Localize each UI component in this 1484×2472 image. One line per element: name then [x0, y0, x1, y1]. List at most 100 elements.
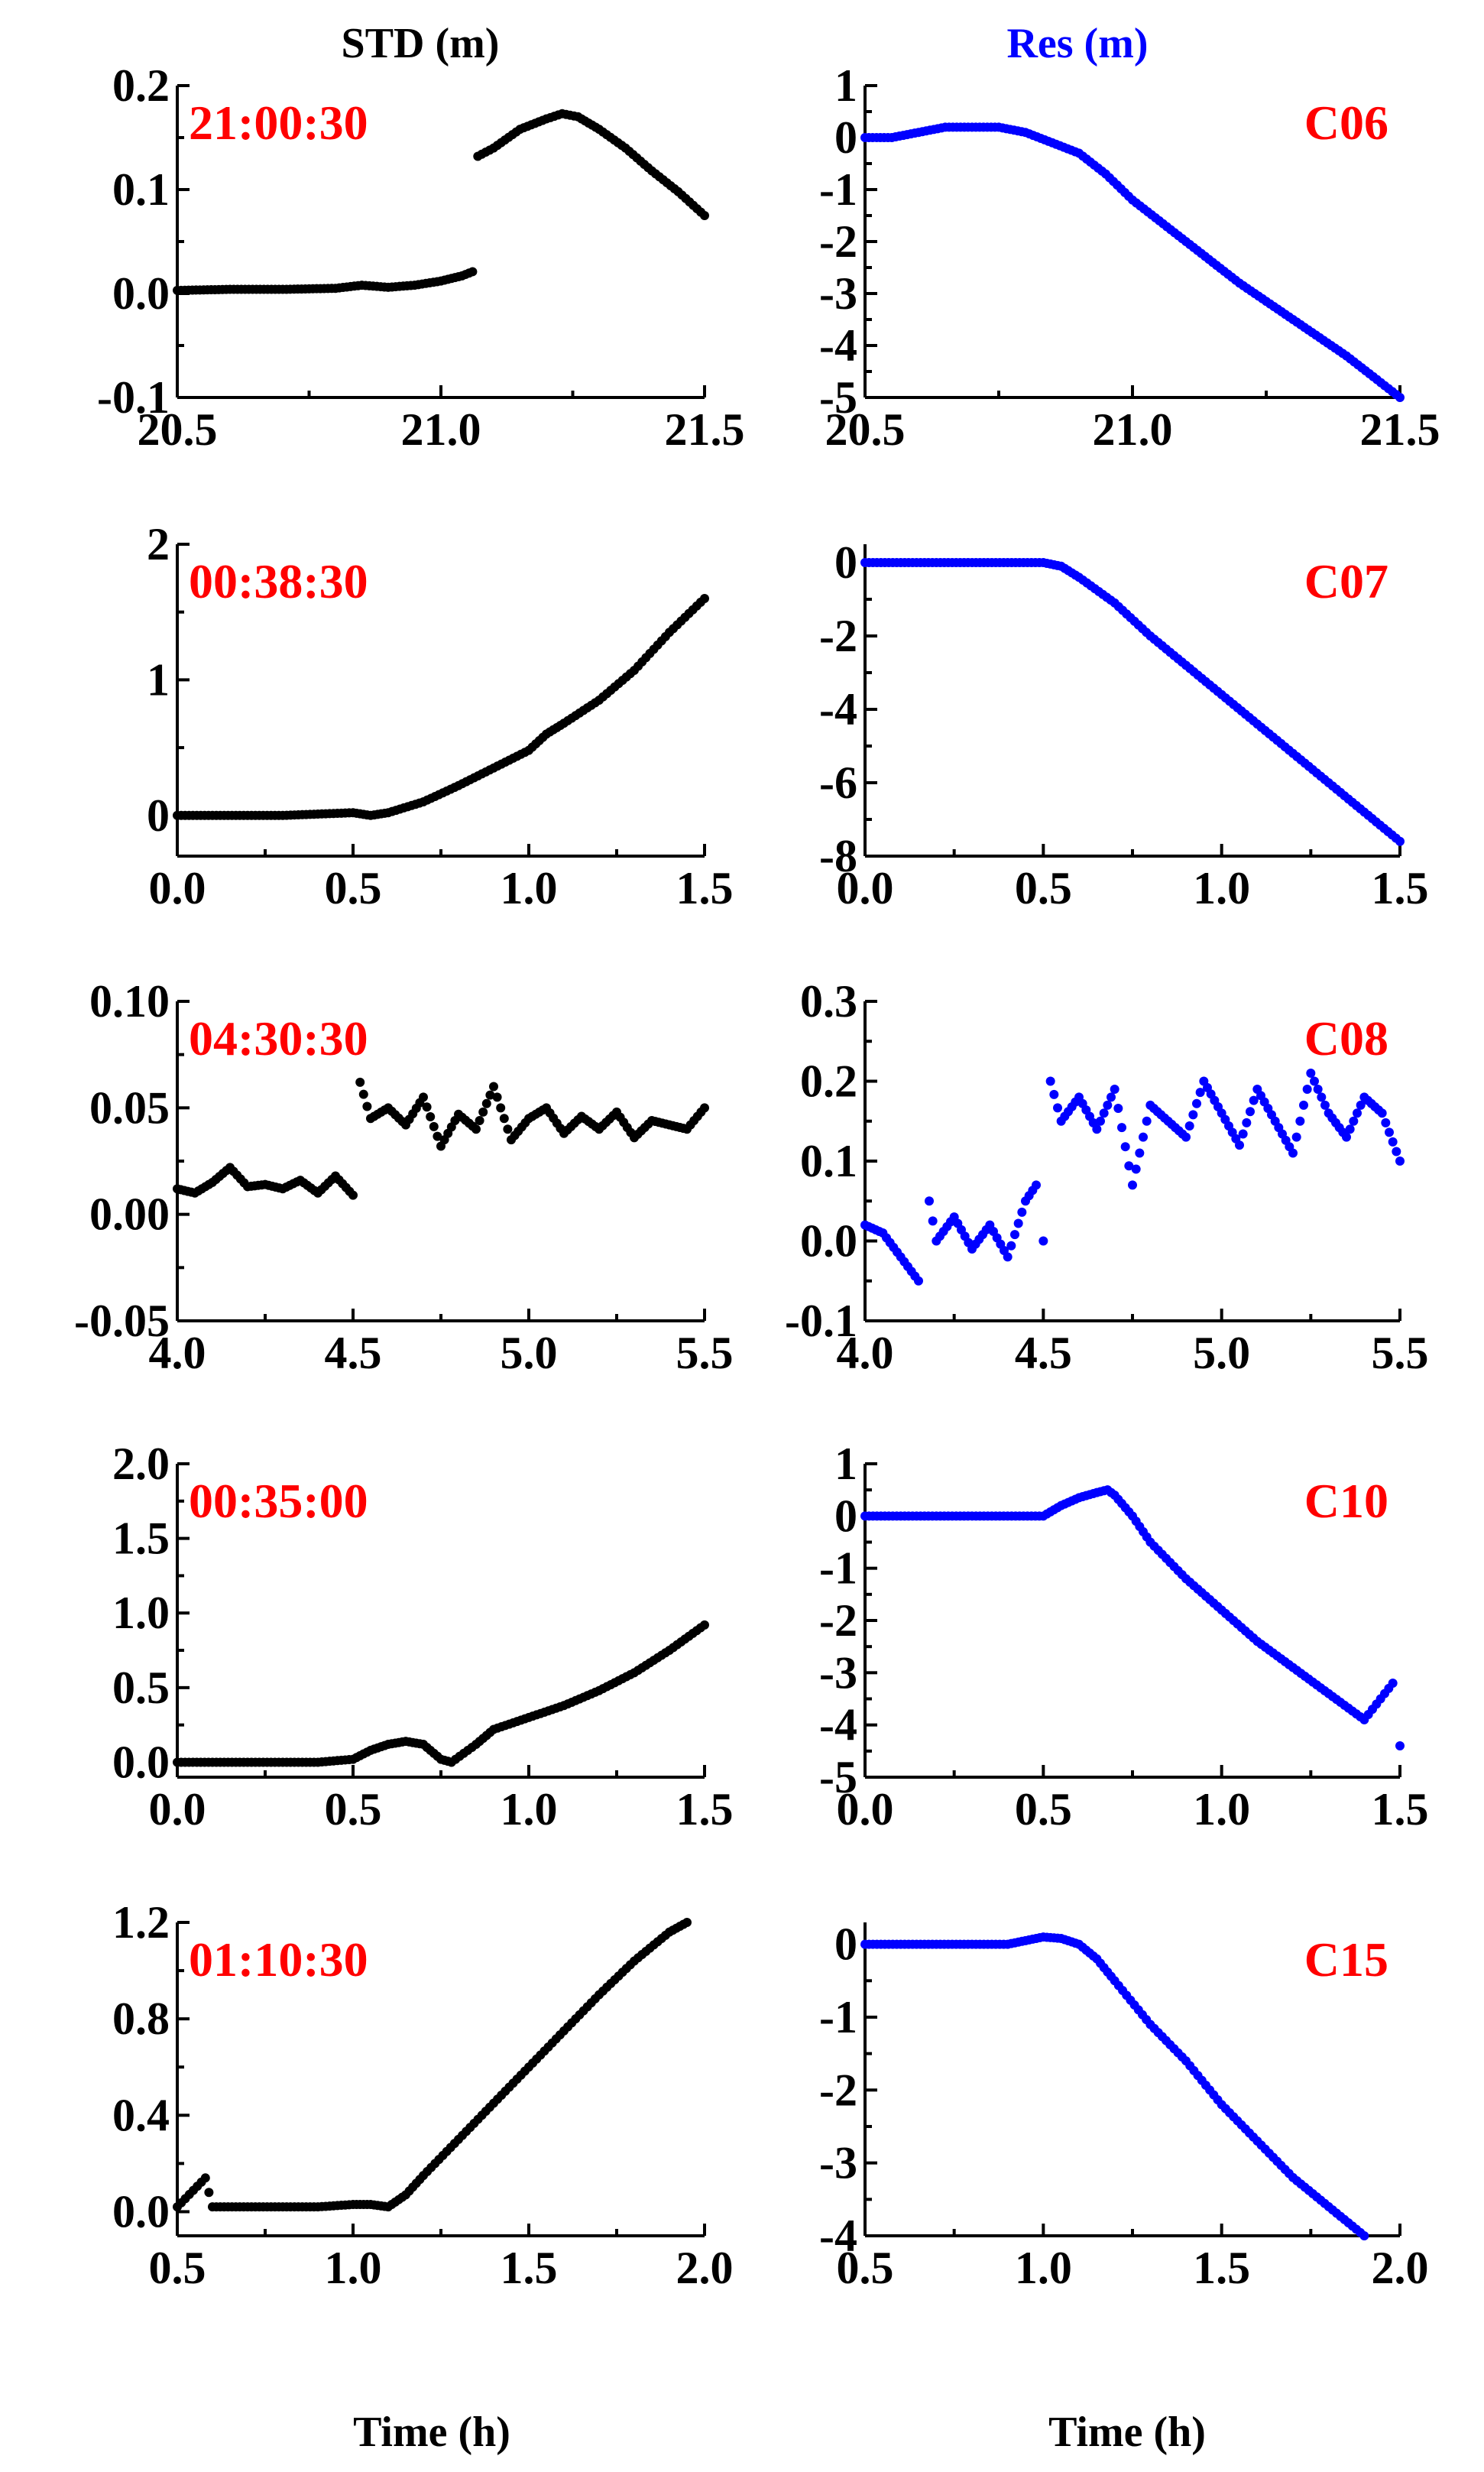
data-point: [700, 1620, 709, 1630]
y-tick-label: -0.1: [97, 372, 170, 423]
y-tick-label: 0.0: [800, 1216, 857, 1267]
data-point: [1342, 1132, 1351, 1142]
x-tick-label: 0.0: [837, 1784, 894, 1835]
y-tick-label: -2: [819, 611, 857, 661]
data-point: [1135, 1148, 1145, 1158]
data-point: [1395, 1741, 1405, 1750]
data-point: [1353, 1108, 1362, 1118]
x-tick-label: 1.0: [501, 863, 558, 913]
y-tick-label: 1: [834, 60, 857, 111]
y-tick-label: -5: [819, 372, 857, 423]
x-tick-label: 0.5: [325, 863, 382, 913]
data-point: [1010, 1230, 1019, 1240]
y-tick-label: -1: [819, 1543, 857, 1594]
y-tick-label: -2: [819, 2065, 857, 2115]
data-point: [1110, 1084, 1119, 1094]
data-point: [1345, 1124, 1355, 1134]
y-tick-label: -6: [819, 757, 857, 808]
x-tick-label: 1.0: [1193, 1784, 1250, 1835]
data-point: [1013, 1218, 1023, 1228]
y-tick-label: -4: [819, 684, 857, 735]
x-tick-label: 4.0: [837, 1328, 894, 1378]
panel-r3-res: 0.0 0.5 1.0 1.5 -5-4-3-2-101 C10: [819, 1439, 1428, 1835]
data-point: [478, 1107, 488, 1117]
data-point: [1306, 1069, 1316, 1079]
panel-r0-res: 20.5 21.0 21.5 -5-4-3-2-101 C06: [819, 60, 1440, 455]
data-point: [1099, 1108, 1109, 1118]
x-tick-label: 1.5: [1193, 2243, 1250, 2293]
data-point: [1385, 1127, 1394, 1137]
data-point: [1349, 1116, 1359, 1126]
data-point: [1359, 2231, 1369, 2240]
panel-r3-std: 0.0 0.5 1.0 1.5 0.0 0.5 1.0 1.5 2.0 00:35:00: [112, 1439, 734, 1835]
data-point: [1120, 1142, 1130, 1152]
data-point: [481, 1098, 491, 1108]
data-point: [419, 1092, 428, 1102]
data-point: [489, 1082, 498, 1092]
data-point: [1299, 1100, 1308, 1110]
y-tick-label: -0.1: [785, 1296, 857, 1346]
y-tick-label: 0: [834, 537, 857, 588]
y-tick-label: 0.0: [112, 268, 170, 319]
y-tick-label: 2: [147, 519, 170, 569]
data-point: [1246, 1107, 1255, 1117]
data-point: [914, 1276, 923, 1286]
data-point: [355, 1077, 365, 1087]
y-tick-label: 0.00: [89, 1189, 170, 1240]
y-tick-label: 1.5: [112, 1513, 170, 1564]
res-x-axis-label: Time (h): [1048, 2409, 1206, 2456]
data-point: [1388, 1137, 1398, 1147]
x-tick-label: 0.5: [1015, 863, 1072, 913]
y-tick-label: -3: [819, 268, 857, 319]
x-tick-label: 0.5: [837, 2243, 894, 2293]
data-point: [700, 593, 709, 603]
data-point: [492, 1092, 502, 1102]
panel-annotation: 21:00:30: [189, 96, 368, 150]
x-tick-label: 1.5: [1372, 863, 1429, 913]
x-tick-label: 1.5: [501, 2243, 558, 2293]
data-point: [928, 1216, 938, 1226]
data-point: [1392, 1147, 1401, 1157]
y-tick-label: 0.2: [800, 1056, 857, 1107]
y-tick-label: 1: [834, 1439, 857, 1489]
x-tick-label: 21.5: [665, 404, 745, 455]
x-tick-label: 2.0: [676, 2243, 734, 2293]
y-tick-label: 0.10: [89, 976, 170, 1027]
data-point: [1092, 1124, 1102, 1134]
y-tick-label: -1: [819, 164, 857, 215]
data-point: [362, 1101, 372, 1111]
panel-annotation: C07: [1304, 554, 1388, 608]
y-tick-label: 0.3: [800, 976, 857, 1027]
res-column-title: Res (m): [1006, 20, 1148, 67]
data-point: [1288, 1148, 1298, 1158]
x-tick-label: 20.5: [825, 404, 906, 455]
data-point: [503, 1124, 513, 1134]
y-tick-label: -4: [819, 320, 857, 371]
x-tick-label: 5.5: [676, 1328, 734, 1378]
data-point: [1395, 1157, 1405, 1166]
x-tick-label: 1.5: [676, 863, 734, 913]
x-tick-label: 5.5: [1372, 1328, 1429, 1378]
data-point: [1117, 1123, 1126, 1133]
data-point: [1131, 1164, 1141, 1174]
y-tick-label: 1.2: [112, 1897, 170, 1948]
data-point: [426, 1112, 436, 1122]
data-point: [1381, 1118, 1391, 1127]
x-tick-label: 4.5: [325, 1328, 382, 1378]
y-tick-label: 0.4: [112, 2090, 170, 2140]
y-tick-label: 1: [147, 654, 170, 705]
data-point: [471, 1124, 481, 1134]
data-point: [1017, 1207, 1027, 1217]
data-point: [1006, 1241, 1016, 1251]
y-tick-label: 0: [834, 1491, 857, 1541]
y-tick-label: 0.8: [112, 1993, 170, 2044]
data-point: [1249, 1095, 1259, 1105]
data-point: [1388, 1679, 1398, 1688]
x-tick-label: 5.0: [501, 1328, 558, 1378]
data-point: [485, 1090, 495, 1100]
x-tick-label: 4.5: [1015, 1328, 1072, 1378]
data-point: [200, 2173, 210, 2183]
panel-annotation: C10: [1304, 1474, 1388, 1528]
x-tick-label: 1.0: [325, 2243, 382, 2293]
